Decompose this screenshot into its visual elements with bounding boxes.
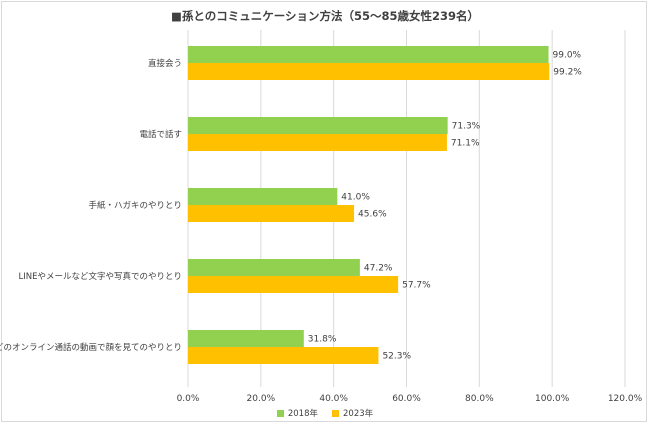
x-tick-label: 0.0% [177, 394, 200, 404]
legend-label-2023: 2023年 [343, 409, 374, 419]
legend-item-2023: 2023年 [332, 407, 373, 419]
legend-swatch-2023 [332, 409, 339, 417]
bar-2018年 [188, 46, 549, 63]
data-label: 71.1% [451, 139, 480, 149]
category-label: zoomなどのオンライン通話の動画で顔を見てのやりとり [0, 342, 182, 353]
data-label: 47.2% [364, 264, 393, 274]
x-tick-label: 120.0% [608, 394, 643, 404]
bar-2018年 [188, 188, 338, 205]
legend-swatch-2018 [276, 409, 284, 417]
x-tick-label: 40.0% [319, 394, 348, 404]
legend: 2018年 2023年 [0, 407, 650, 419]
bar-2023年 [188, 205, 355, 222]
data-label: 41.0% [341, 193, 370, 203]
data-label: 99.0% [553, 51, 582, 61]
data-label: 71.3% [452, 122, 481, 132]
category-label: LINEやメールなど文字や写真でのやりとり [19, 271, 182, 282]
x-tick-label: 60.0% [392, 394, 421, 404]
x-tick-label: 100.0% [535, 394, 570, 404]
data-label: 45.6% [358, 210, 387, 220]
data-label: 57.7% [402, 281, 431, 291]
category-label: 手紙・ハガキのやりとり [88, 200, 182, 211]
bar-2018年 [188, 330, 304, 347]
legend-item-2018: 2018年 [276, 407, 318, 419]
category-label: 電話で話す [139, 129, 182, 140]
x-tick-label: 80.0% [465, 394, 494, 404]
chart-title: ■孫とのコミュニケーション方法（55～85歳女性239名） [170, 9, 480, 23]
bar-2018年 [188, 259, 360, 276]
data-label: 31.8% [308, 335, 337, 345]
x-tick-label: 20.0% [247, 394, 276, 404]
bar-2023年 [188, 63, 550, 80]
data-label: 52.3% [382, 352, 411, 362]
bar-2023年 [188, 134, 447, 151]
bar-2018年 [188, 117, 448, 134]
bar-2023年 [188, 276, 399, 293]
legend-label-2018: 2018年 [287, 409, 318, 419]
bar-2023年 [188, 347, 379, 364]
data-label: 99.2% [553, 68, 582, 78]
category-label: 直接会う [148, 58, 182, 69]
